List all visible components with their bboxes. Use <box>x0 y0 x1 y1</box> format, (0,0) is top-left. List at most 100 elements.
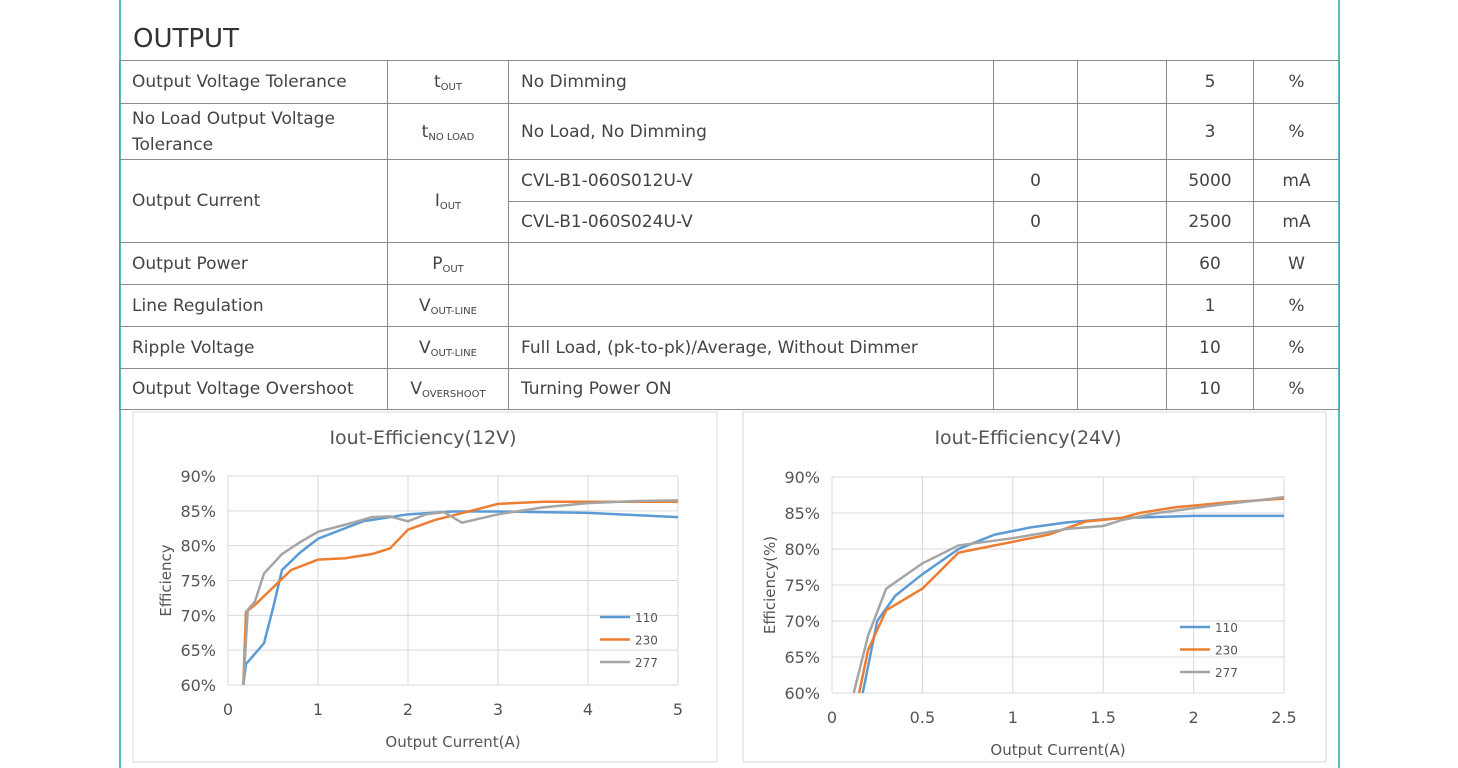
typ-cell <box>1077 242 1167 285</box>
symbol-subscript: OUT <box>442 263 464 275</box>
legend-label: 110 <box>635 611 658 625</box>
symbol: P <box>432 253 443 274</box>
min-cell: 0 <box>993 159 1078 202</box>
symbol: V <box>410 379 423 399</box>
max-cell: 5000 <box>1166 159 1254 202</box>
x-tick-label: 2 <box>1189 708 1199 727</box>
max-cell: 10 <box>1166 326 1254 369</box>
unit-cell: % <box>1253 284 1340 327</box>
y-tick-label: 80% <box>180 537 216 556</box>
x-tick-label: 0 <box>827 708 837 727</box>
y-axis-label: Efficiency(%) <box>761 536 779 634</box>
symbol-cell: V OUT-LINE <box>387 326 509 369</box>
symbol: t <box>421 121 429 142</box>
max-cell: 60 <box>1166 242 1254 285</box>
parameter-cell: Output Current <box>119 159 388 243</box>
x-tick-label: 3 <box>493 700 503 719</box>
y-tick-label: 65% <box>180 641 216 660</box>
parameter-cell: Ripple Voltage <box>119 326 388 369</box>
series-line <box>857 497 1285 694</box>
min-cell <box>993 368 1078 410</box>
max-cell: 10 <box>1166 368 1254 410</box>
x-tick-label: 0.5 <box>910 708 935 727</box>
x-axis-label: Output Current(A) <box>385 733 520 751</box>
typ-cell <box>1077 103 1167 160</box>
symbol-cell: t NO LOAD <box>387 103 509 160</box>
condition-cell: Turning Power ON <box>508 368 994 410</box>
max-cell: 5 <box>1166 60 1254 104</box>
x-tick-label: 1.5 <box>1090 708 1115 727</box>
x-axis-label: Output Current(A) <box>990 741 1125 759</box>
y-tick-label: 90% <box>180 467 216 486</box>
series-line <box>861 514 1284 694</box>
symbol-cell: V OVERSHOOT <box>387 368 509 410</box>
unit-cell: W <box>1253 242 1340 285</box>
series-line <box>242 510 679 686</box>
condition-cell: Full Load, (pk-to-pk)/Average, Without D… <box>508 326 994 369</box>
x-tick-label: 2.5 <box>1271 708 1296 727</box>
y-tick-label: 60% <box>180 676 216 695</box>
symbol-subscript: NO LOAD <box>428 131 475 143</box>
y-tick-label: 90% <box>784 468 820 487</box>
y-tick-label: 80% <box>784 540 820 559</box>
legend-label: 277 <box>1215 666 1238 680</box>
unit-cell: % <box>1253 60 1340 104</box>
chart-frame <box>132 411 718 763</box>
y-tick-label: 85% <box>180 502 216 521</box>
symbol-cell: I OUT <box>387 159 509 243</box>
symbol-subscript: OUT-LINE <box>430 305 477 317</box>
series-line <box>852 495 1285 694</box>
condition-cell: CVL-B1-060S012U-V <box>508 159 994 202</box>
symbol: t <box>434 72 441 92</box>
legend-label: 230 <box>1215 644 1238 658</box>
min-cell <box>993 60 1078 104</box>
y-tick-label: 70% <box>784 612 820 631</box>
chart-title: Iout-Efficiency(12V) <box>329 427 516 449</box>
series-line <box>242 500 678 686</box>
condition-cell: No Dimming <box>508 60 994 104</box>
max-cell: 1 <box>1166 284 1254 327</box>
x-tick-label: 2 <box>403 700 413 719</box>
min-cell <box>993 103 1078 160</box>
unit-cell: mA <box>1253 159 1340 202</box>
min-cell <box>993 284 1078 327</box>
y-tick-label: 85% <box>784 504 820 523</box>
x-tick-label: 4 <box>583 700 593 719</box>
parameter-cell: Line Regulation <box>119 284 388 327</box>
condition-cell: CVL-B1-060S024U-V <box>508 201 994 243</box>
symbol-subscript: OUT <box>439 201 462 212</box>
legend-label: 277 <box>635 656 658 670</box>
y-tick-label: 65% <box>784 648 820 667</box>
condition-cell <box>508 284 994 327</box>
legend-label: 110 <box>1215 621 1238 635</box>
x-tick-label: 1 <box>313 700 323 719</box>
y-tick-label: 70% <box>180 606 216 625</box>
y-tick-label: 60% <box>784 684 820 703</box>
unit-cell: mA <box>1253 201 1340 243</box>
parameter-cell: Output Power <box>119 242 388 285</box>
series-line <box>242 499 679 686</box>
typ-cell <box>1077 368 1167 410</box>
unit-cell: % <box>1253 368 1340 410</box>
x-tick-label: 1 <box>1008 708 1018 727</box>
parameter-cell: Output Voltage Overshoot <box>119 368 388 410</box>
max-cell: 3 <box>1166 103 1254 160</box>
chart-frame <box>742 411 1327 763</box>
x-tick-label: 0 <box>223 700 233 719</box>
y-tick-label: 75% <box>784 576 820 595</box>
typ-cell <box>1077 60 1167 104</box>
min-cell: 0 <box>993 201 1078 243</box>
frame-left <box>119 0 121 768</box>
y-axis-label: Efficiency <box>157 544 175 616</box>
typ-cell <box>1077 326 1167 369</box>
symbol-cell: V OUT-LINE <box>387 284 509 327</box>
min-cell <box>993 326 1078 369</box>
unit-cell: % <box>1253 326 1340 369</box>
symbol: I <box>434 191 440 211</box>
condition-cell: No Load, No Dimming <box>508 103 994 160</box>
section-title: OUTPUT <box>133 24 239 54</box>
parameter-cell: No Load Output Voltage Tolerance <box>119 103 388 160</box>
max-cell: 2500 <box>1166 201 1254 243</box>
